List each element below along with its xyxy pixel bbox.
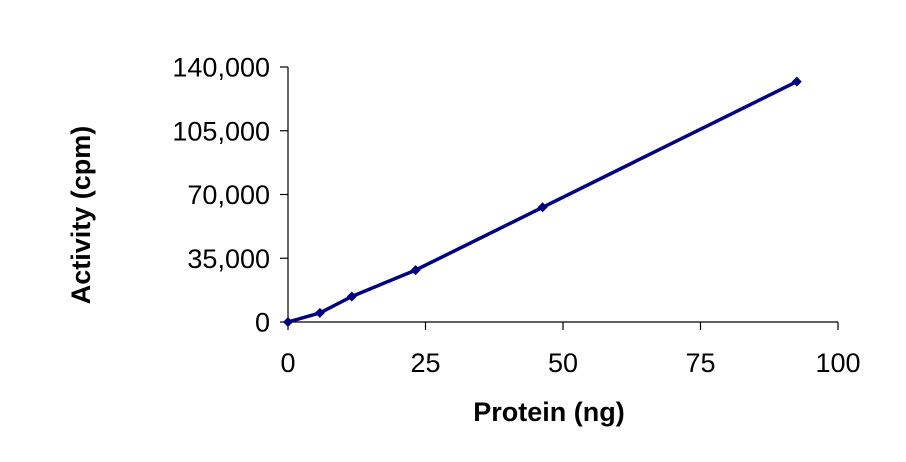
data-point-marker (537, 202, 548, 213)
x-tick-label: 75 (685, 348, 715, 378)
data-point-marker (314, 307, 325, 318)
x-tick-label: 100 (815, 348, 860, 378)
series-line (286, 79, 799, 324)
data-point-marker (791, 76, 802, 87)
y-axis-title: Activity (cpm) (66, 126, 96, 305)
axes (287, 67, 838, 323)
y-ticks: 0 35,000 70,000 105,000 140,000 (172, 53, 288, 338)
y-tick-label: 35,000 (187, 244, 270, 274)
series-layer (283, 76, 802, 327)
data-point-marker (346, 291, 357, 302)
x-axis-title: Protein (ng) (473, 397, 624, 427)
x-tick-label: 25 (410, 348, 440, 378)
data-point-marker (283, 317, 293, 327)
x-tick-label: 0 (280, 348, 295, 378)
x-tick-label: 50 (548, 348, 578, 378)
data-point-marker (410, 265, 421, 276)
y-tick-label: 105,000 (172, 116, 270, 146)
y-tick-label: 0 (255, 308, 270, 338)
y-tick-label: 140,000 (172, 53, 270, 83)
x-ticks: 0 25 50 75 100 (280, 322, 861, 378)
y-tick-label: 70,000 (187, 180, 270, 210)
